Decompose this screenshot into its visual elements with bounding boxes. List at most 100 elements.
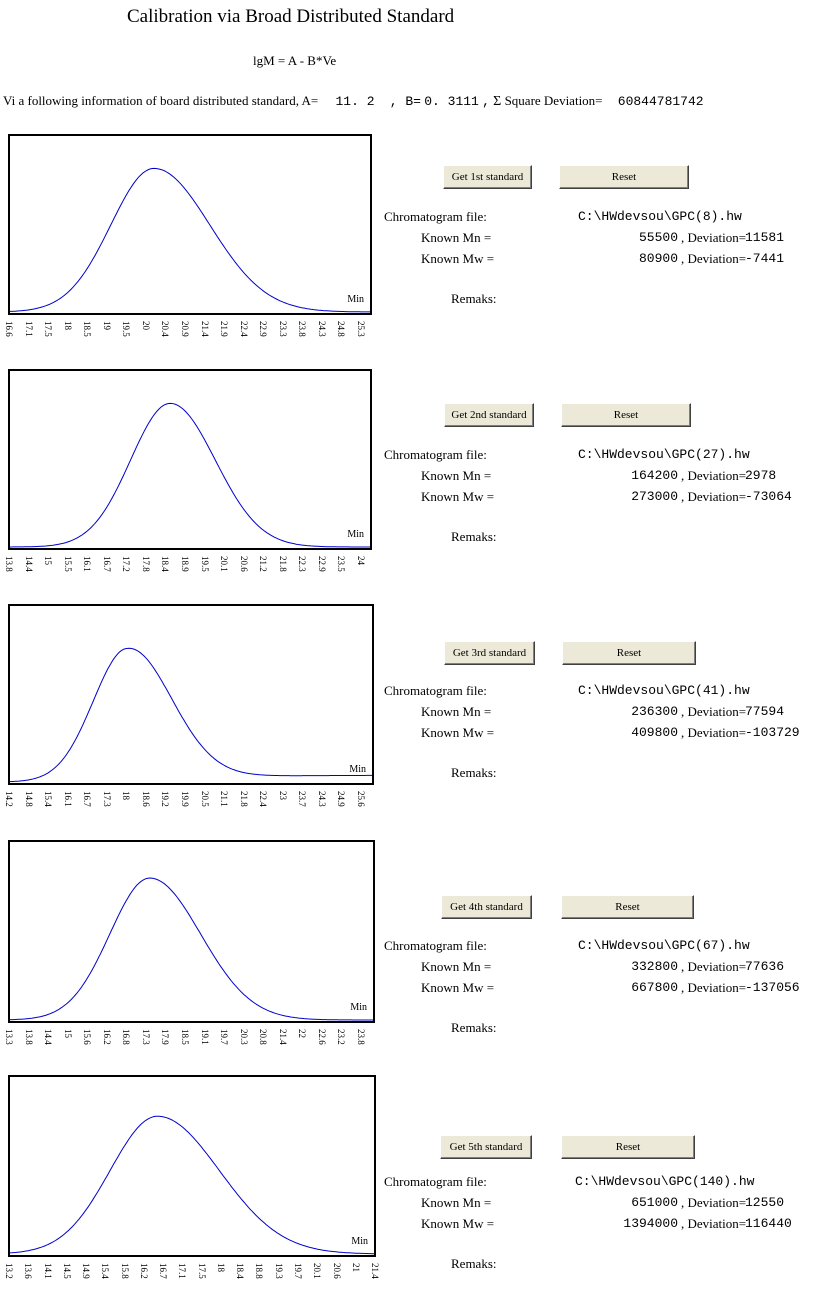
axis-unit-label: Min — [350, 1002, 367, 1013]
x-tick-label: 22.6 — [316, 1029, 327, 1045]
x-tick-label: 22 — [297, 1029, 308, 1038]
x-tick-label: 17.1 — [177, 1263, 188, 1279]
x-tick-label: 24.9 — [336, 791, 347, 807]
chromatogram-file-value: C:\HWdevsou\GPC(67).hw — [578, 938, 750, 953]
x-tick-label: 20.4 — [160, 321, 171, 337]
chromatogram-file-label: Chromatogram file: — [384, 683, 487, 698]
chromatogram-file-value: C:\HWdevsou\GPC(140).hw — [575, 1174, 755, 1189]
known-mw-label: Known Mw = — [421, 251, 495, 266]
x-tick-label: 21.8 — [277, 556, 288, 572]
reset-3rd-button[interactable]: Reset — [562, 641, 696, 665]
known-mn-value: 236300 — [631, 704, 678, 719]
x-tick-label: 18.9 — [180, 556, 190, 572]
x-tick-label: 17.5 — [196, 1263, 207, 1279]
x-tick-label: 16.1 — [62, 791, 73, 807]
mn-deviation-label: , Deviation= — [681, 704, 747, 719]
chromatogram-file-value: C:\HWdevsou\GPC(41).hw — [578, 683, 750, 698]
mw-deviation-label: , Deviation= — [681, 725, 747, 740]
reset-5th-button[interactable]: Reset — [561, 1135, 695, 1159]
axis-unit-label: Min — [351, 1236, 368, 1247]
x-tick-label: 16.7 — [101, 556, 112, 572]
get-5th-standard-button[interactable]: Get 5th standard — [440, 1135, 532, 1159]
reset-1st-button[interactable]: Reset — [559, 165, 689, 189]
remarks-label: Remaks: — [451, 291, 497, 306]
chromatogram-file-label: Chromatogram file: — [384, 938, 487, 953]
x-tick-label: 18.6 — [140, 791, 151, 807]
chromatogram-plot-1st: Min — [8, 134, 372, 315]
x-tick-label: 20.6 — [331, 1263, 342, 1279]
known-mn-value: 164200 — [631, 468, 678, 483]
x-tick-label: 13.2 — [4, 1263, 14, 1279]
mn-deviation-label: , Deviation= — [681, 1195, 747, 1210]
comma: , — [482, 94, 490, 109]
mn-deviation-label: , Deviation= — [681, 959, 747, 974]
known-mn-label: Known Mn = — [421, 959, 492, 974]
known-mw-value: 1394000 — [623, 1216, 678, 1231]
x-tick-label: 19.7 — [292, 1263, 303, 1279]
mn-deviation-label: , Deviation= — [681, 468, 747, 483]
reset-4th-button[interactable]: Reset — [561, 895, 694, 919]
x-tick-label: 24.3 — [316, 791, 327, 807]
remarks-label: Remaks: — [451, 1020, 497, 1035]
x-tick-label: 23.5 — [336, 556, 347, 572]
known-mw-label: Known Mw = — [421, 489, 495, 504]
x-tick-label: 16.1 — [82, 556, 93, 572]
x-tick-label: 18.5 — [82, 321, 93, 337]
axis-unit-label: Min — [347, 529, 364, 540]
x-tick-label: 21.4 — [370, 1263, 380, 1279]
a-value: 11. 2 — [335, 94, 375, 109]
reset-2nd-button[interactable]: Reset — [561, 403, 691, 427]
x-tick-label: 16.2 — [101, 1029, 112, 1045]
x-tick-label: 21.4 — [277, 1029, 288, 1045]
x-tick-label: 15.4 — [100, 1263, 111, 1279]
x-tick-label: 16.6 — [4, 321, 14, 337]
known-mn-label: Known Mn = — [421, 230, 492, 245]
x-tick-label: 15 — [62, 1029, 73, 1038]
x-tick-label: 14.4 — [43, 1029, 54, 1045]
chromatogram-curve-svg — [10, 402, 370, 548]
x-tick-label: 21.8 — [238, 791, 249, 807]
known-mn-label: Known Mn = — [421, 468, 492, 483]
chromatogram-curve — [10, 647, 372, 783]
x-tick-label: 18.5 — [180, 1029, 190, 1045]
x-tick-label: 15.8 — [119, 1263, 130, 1279]
get-2nd-standard-button[interactable]: Get 2nd standard — [444, 403, 534, 427]
known-mw-value: 667800 — [631, 980, 678, 995]
summary-prefix: Vi a following information of board dist… — [3, 93, 319, 108]
x-tick-label: 22.4 — [258, 791, 269, 807]
x-tick-label: 13.8 — [23, 1029, 34, 1045]
x-tick-label: 21.9 — [219, 321, 230, 337]
mw-deviation-value: -7441 — [745, 251, 785, 266]
mw-deviation-label: , Deviation= — [681, 1216, 747, 1231]
x-tick-label: 14.5 — [61, 1263, 72, 1279]
get-3rd-standard-button[interactable]: Get 3rd standard — [444, 641, 535, 665]
x-tick-label: 18.8 — [254, 1263, 265, 1279]
known-mn-value: 332800 — [631, 959, 678, 974]
x-tick-label: 19.5 — [121, 321, 132, 337]
known-mw-value: 273000 — [631, 489, 678, 504]
x-tick-label: 23 — [277, 791, 288, 800]
x-tick-label: 19.3 — [273, 1263, 284, 1279]
x-tick-label: 25.3 — [356, 321, 366, 337]
x-tick-label: 18.4 — [160, 556, 171, 572]
known-mw-label: Known Mw = — [421, 1216, 495, 1231]
x-tick-label: 22.9 — [316, 556, 327, 572]
x-tick-label: 20.9 — [180, 321, 190, 337]
formula: lgM = A - B*Ve — [253, 53, 337, 68]
mw-deviation-label: , Deviation= — [681, 251, 747, 266]
chromatogram-curve-svg — [10, 167, 370, 313]
get-4th-standard-button[interactable]: Get 4th standard — [441, 895, 532, 919]
remarks-label: Remaks: — [451, 529, 497, 544]
x-tick-label: 15.6 — [82, 1029, 93, 1045]
get-1st-standard-button[interactable]: Get 1st standard — [443, 165, 532, 189]
chromatogram-plot-2nd: Min — [8, 369, 372, 550]
x-tick-label: 24.3 — [316, 321, 327, 337]
mn-deviation-value: 2978 — [745, 468, 777, 483]
known-mw-value: 409800 — [631, 725, 678, 740]
x-tick-label: 15.4 — [43, 791, 54, 807]
calibration-summary: Vi a following information of board dist… — [3, 93, 704, 110]
x-tick-label: 19 — [101, 321, 112, 330]
mw-deviation-label: , Deviation= — [681, 980, 747, 995]
x-tick-label: 17.1 — [23, 321, 34, 337]
x-tick-label: 23.8 — [297, 321, 308, 337]
